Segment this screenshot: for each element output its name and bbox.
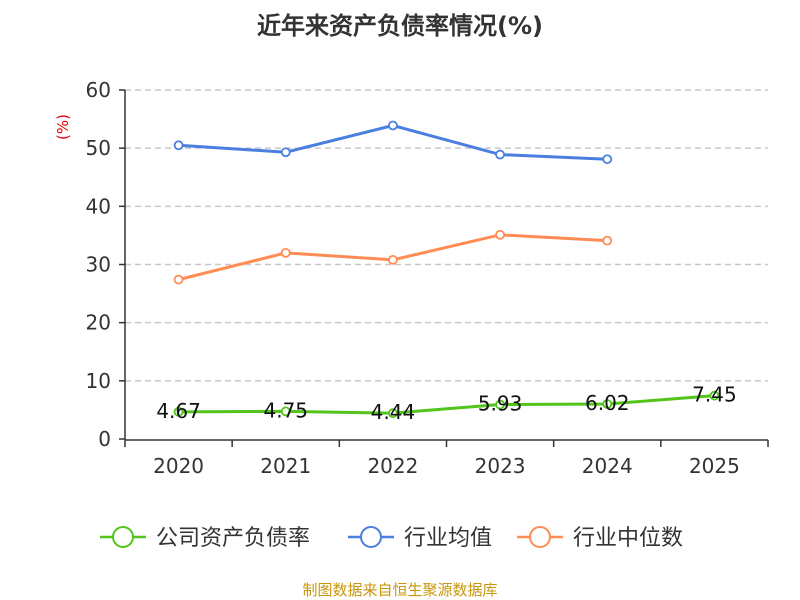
data-label: 4.44 — [371, 400, 416, 424]
legend-label: 行业中位数 — [573, 526, 683, 551]
y-tick-label: 30 — [86, 253, 111, 277]
data-point — [173, 274, 184, 285]
data-point — [495, 229, 505, 240]
y-tick-label: 10 — [86, 369, 111, 393]
y-tick-label: 20 — [86, 311, 111, 335]
data-point — [602, 235, 613, 246]
data-point — [280, 147, 291, 158]
series-line-1 — [178, 123, 608, 161]
data-point — [280, 247, 291, 258]
y-tick-label: 40 — [86, 194, 111, 218]
x-tick-label: 2020 — [153, 454, 204, 478]
data-point — [388, 120, 398, 131]
legend-label: 行业均值 — [404, 526, 492, 551]
data-label: 4.75 — [263, 398, 308, 422]
data-point — [602, 399, 613, 409]
data-point — [709, 390, 720, 401]
data-label: 5.93 — [478, 392, 523, 416]
x-tick-label: 2021 — [260, 454, 311, 478]
data-point — [602, 154, 613, 165]
legend-marker — [529, 526, 551, 548]
data-point — [173, 406, 184, 417]
data-point — [280, 406, 291, 417]
data-point — [495, 149, 505, 160]
x-tick-label: 2024 — [582, 454, 633, 478]
source-note: 制图数据来自恒生聚源数据库 — [302, 581, 498, 599]
legend-marker — [360, 526, 382, 548]
x-tick-label: 2022 — [367, 454, 418, 478]
data-point — [388, 408, 398, 419]
y-tick-label: 0 — [98, 427, 111, 451]
x-tick-label: 2025 — [689, 454, 740, 478]
x-tick-label: 2023 — [475, 454, 526, 478]
series-line-0 — [178, 394, 715, 415]
legend-label: 公司资产负债率 — [156, 526, 310, 551]
data-label: 4.67 — [156, 399, 201, 423]
data-point — [495, 399, 505, 410]
data-point — [388, 254, 398, 265]
data-label: 7.45 — [692, 383, 737, 407]
data-point — [173, 140, 184, 151]
y-tick-label: 50 — [86, 136, 111, 160]
chart-title: 近年来资产负债率情况(%) — [257, 12, 543, 40]
y-tick-label: 60 — [86, 78, 111, 102]
data-label: 6.02 — [585, 391, 630, 415]
legend-marker — [112, 526, 134, 548]
y-axis-label: (%) — [54, 114, 72, 140]
